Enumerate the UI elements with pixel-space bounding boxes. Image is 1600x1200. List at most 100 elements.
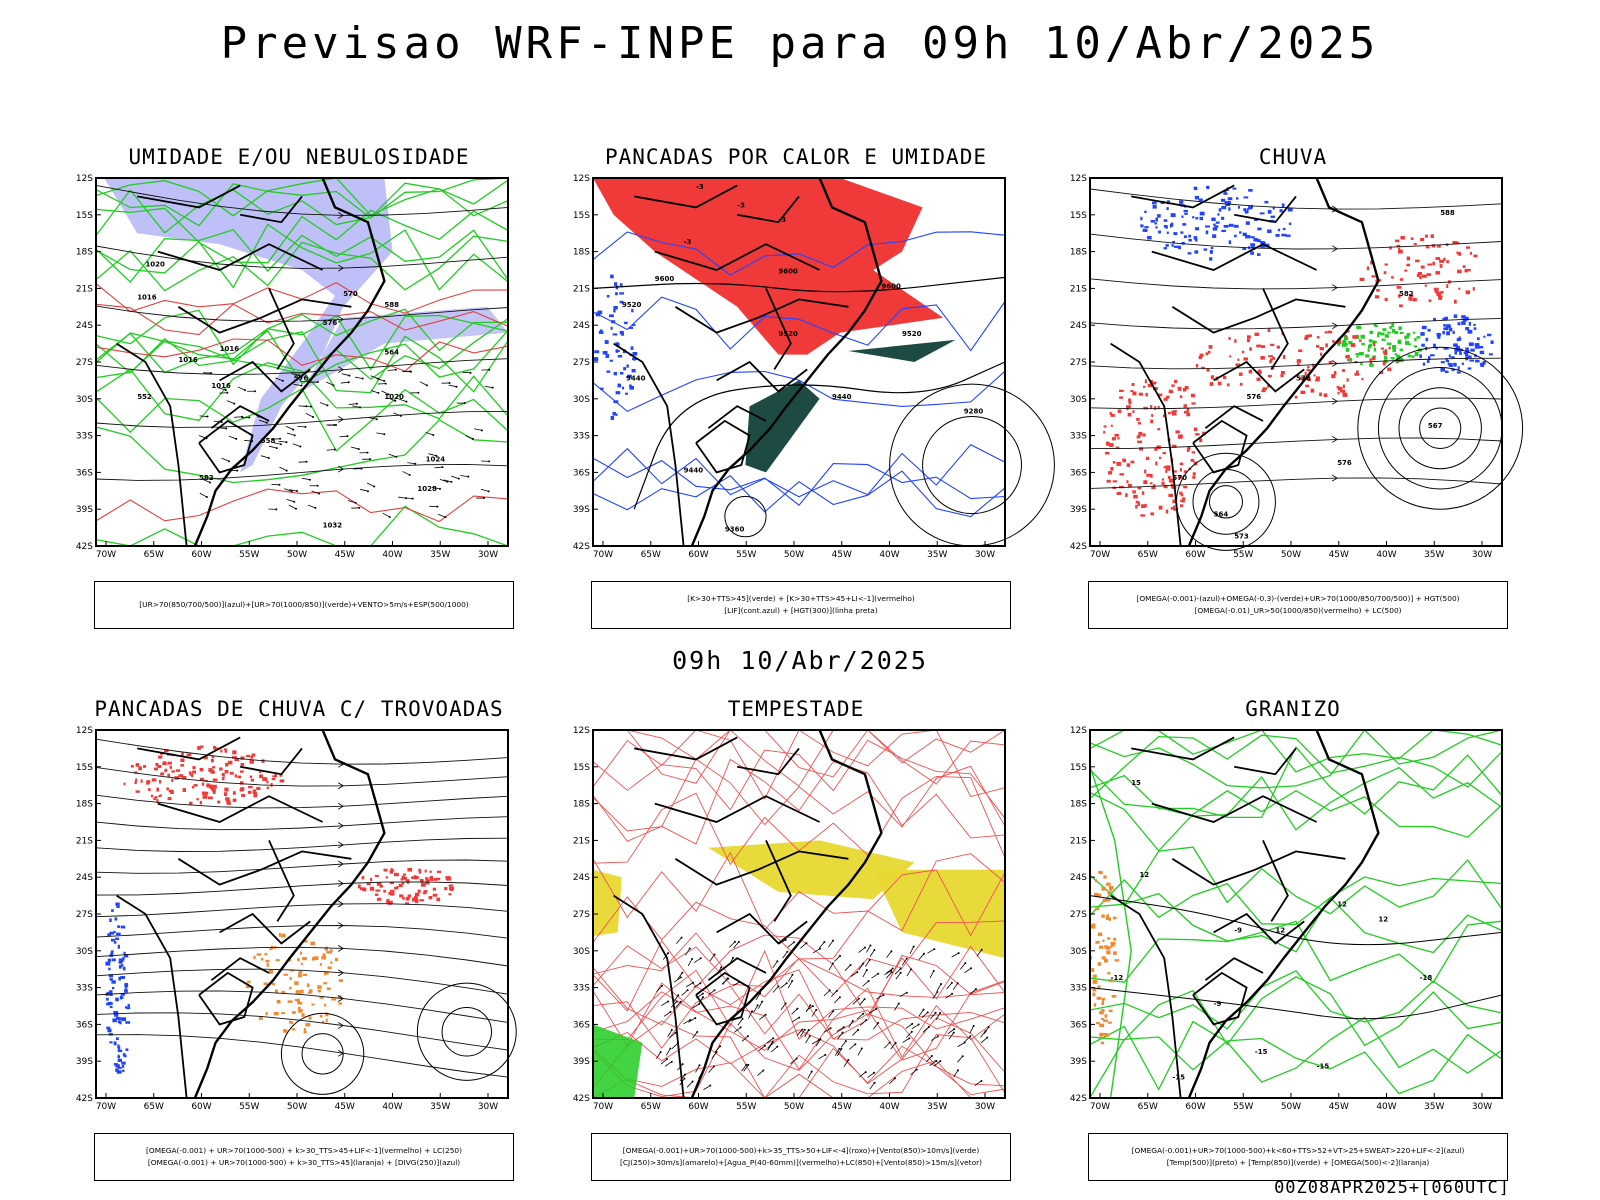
lon-tick-label: 50W <box>1281 1102 1301 1112</box>
wind-vector-head <box>956 982 959 985</box>
contour-label: 9520 <box>622 301 642 309</box>
contour-line <box>95 362 509 422</box>
wind-vector <box>292 443 301 447</box>
wind-vector-head <box>839 954 842 957</box>
streamline-arrow <box>337 465 345 473</box>
wind-vector-head <box>698 1064 701 1067</box>
wind-vector <box>858 947 866 953</box>
wind-vector <box>964 967 972 974</box>
wind-vector-head <box>809 1004 812 1007</box>
wind-vector-head <box>772 1037 775 1040</box>
political-border <box>1151 795 1317 823</box>
wind-vector <box>656 1051 662 1059</box>
wind-vector-head <box>922 952 925 955</box>
lat-tick-label: 30S <box>76 395 93 405</box>
contour-label: 9600 <box>881 282 901 290</box>
wind-vector <box>480 488 489 492</box>
lon-tick-label: 60W <box>688 550 708 560</box>
lat-tick-label: 21S <box>1070 284 1087 294</box>
wind-vector-head <box>411 497 414 500</box>
lon-tick-label: 45W <box>832 1102 852 1112</box>
wind-vector-head <box>395 455 398 458</box>
jet-stream-area <box>873 869 1005 959</box>
contour-label: 552 <box>137 393 152 401</box>
lat-tick-label: 36S <box>76 1020 93 1030</box>
wind-vector <box>906 969 912 977</box>
wind-vector <box>800 1029 806 1037</box>
wind-vector <box>828 963 834 971</box>
lon-tick-label: 55W <box>1233 550 1253 560</box>
wind-vector-head <box>206 415 209 418</box>
wind-vector-head <box>669 1047 672 1050</box>
wind-vector <box>428 453 437 457</box>
wind-vector-head <box>935 1060 938 1063</box>
coastline <box>193 729 386 1099</box>
wind-vector-head <box>679 1000 682 1003</box>
contour-ring <box>301 1033 344 1075</box>
wind850-vectors <box>656 936 990 1091</box>
lat-tick-label: 42S <box>1070 1094 1087 1104</box>
anticyclone-rings <box>416 982 517 1081</box>
wind-vector-head <box>877 972 880 975</box>
wind-vector <box>857 1048 863 1056</box>
wind-vector <box>669 1032 676 1039</box>
contour-label: 576 <box>323 319 338 327</box>
wind-vector <box>929 970 935 979</box>
contour-label: 1020 <box>384 393 404 401</box>
political-border <box>157 243 323 271</box>
wind-vector-head <box>823 941 826 944</box>
lon-tick-label: 30W <box>478 1102 498 1112</box>
contour-label: -9 <box>1214 1000 1222 1008</box>
wind850-green-area <box>593 1024 643 1098</box>
wind-vector-head <box>771 1040 774 1043</box>
contour-label: 570 <box>1172 474 1187 482</box>
wind-vector <box>790 1058 797 1064</box>
wind-vector-head <box>373 485 376 488</box>
wind-vector-head <box>667 952 670 955</box>
contour-label: 9520 <box>778 330 798 338</box>
wind-vector-head <box>295 490 298 493</box>
wind-vector <box>807 1071 813 1079</box>
lon-tick-label: 50W <box>287 550 307 560</box>
wind-vector <box>202 478 211 483</box>
wind-vector-head <box>309 405 312 408</box>
lat-tick-label: 39S <box>573 1057 590 1067</box>
wind-vector-head <box>450 480 453 483</box>
wind-vector-head <box>388 515 391 518</box>
wind-vector-head <box>764 1013 767 1016</box>
wind-vector <box>687 958 693 967</box>
wind-vector <box>661 1001 669 1007</box>
wind-vector <box>951 952 959 958</box>
wind-vector-head <box>746 1035 749 1038</box>
lat-tick-label: 12S <box>1070 174 1087 184</box>
contour-label: 1016 <box>211 382 231 390</box>
wind-vector-head <box>737 940 740 943</box>
lon-tick-label: 45W <box>832 550 852 560</box>
coastline <box>690 729 883 1099</box>
lon-tick-label: 35W <box>1424 550 1444 560</box>
wind-vector <box>663 1011 671 1017</box>
wind-vector <box>828 940 834 948</box>
lat-tick-label: 18S <box>76 800 93 810</box>
wind-vector-head <box>314 506 317 509</box>
wind-vector <box>692 1031 698 1039</box>
wind-vector-head <box>751 1010 754 1013</box>
streamline-arrow <box>1331 435 1339 443</box>
wind-vector <box>737 1018 743 1026</box>
wind-vector-head <box>347 381 350 384</box>
streamline-arrow <box>337 316 345 323</box>
lon-tick-label: 70W <box>96 550 116 560</box>
political-border <box>219 912 311 945</box>
streamline-arrow <box>1331 360 1339 367</box>
lif-speckles <box>594 274 638 420</box>
coastline <box>1187 177 1380 547</box>
contour-label: 576 <box>1247 393 1262 401</box>
lat-tick-label: 33S <box>573 432 590 442</box>
lc250-streamlines <box>95 738 509 1078</box>
wind-vector <box>759 1014 766 1021</box>
wind-vector <box>948 1032 955 1040</box>
wind-vector-head <box>294 507 297 510</box>
wind-vector <box>228 435 237 440</box>
wind-vector <box>407 462 416 465</box>
